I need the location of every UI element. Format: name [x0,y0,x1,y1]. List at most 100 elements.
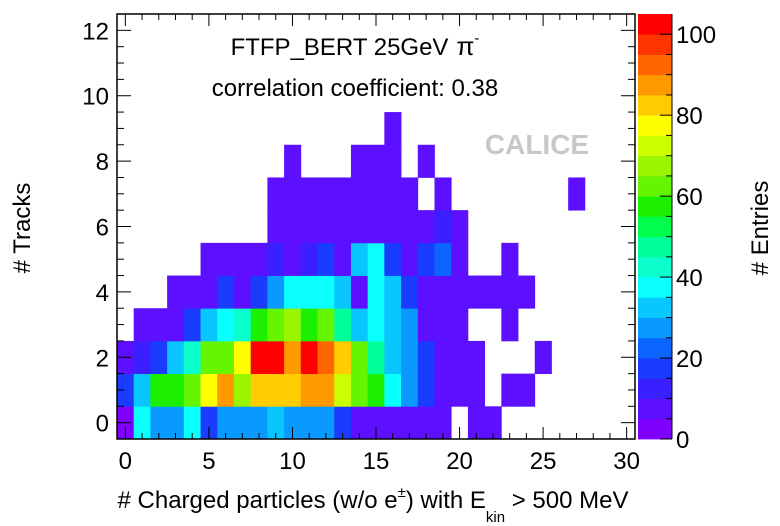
heatmap-cell [451,340,469,375]
heatmap-cell [350,144,369,178]
color-scale-band [638,297,672,318]
z-tick-label: 80 [676,103,703,130]
heatmap-cell [350,308,369,342]
heatmap-cell [384,144,402,178]
z-tick-label: 60 [676,184,703,211]
x-tick-label: 20 [446,448,473,475]
heatmap-cell [367,340,385,375]
heatmap-cell [284,242,302,276]
heatmap-cell [334,340,352,375]
heatmap-cell [518,275,536,309]
heatmap-cell [451,275,469,309]
heatmap-cell [384,308,402,342]
heatmap-cell [501,308,519,342]
heatmap-cell [434,177,452,211]
heatmap-cell [300,308,318,342]
y-tick-label: 6 [96,215,109,242]
heatmap-cell [284,177,302,211]
heatmap-cell [401,275,419,309]
heatmap-cell [117,373,135,407]
heatmap-cell [401,242,419,276]
heatmap-cell [417,275,435,309]
heatmap-cell [501,242,519,276]
heatmap-cell [200,406,218,440]
heatmap-cell [367,406,385,440]
heatmap-cell [350,373,369,407]
heatmap-cells [117,112,586,440]
heatmap-cell [467,275,486,309]
heatmap-cell [401,373,419,407]
heatmap-cell [167,308,185,342]
color-scale-axis: 0 20 40 60 80 100 [660,14,716,454]
heatmap-cell [317,308,335,342]
heatmap-cell [334,242,352,276]
z-tick-label: 100 [676,22,716,49]
heatmap-cell [434,373,452,407]
heatmap-cell [367,242,385,276]
heatmap-cell [217,406,235,440]
heatmap-cell [267,308,285,342]
heatmap-cell [267,373,285,407]
heatmap-cell [384,177,402,211]
heatmap-cell [284,340,302,375]
heatmap-cell [200,242,218,276]
color-scale-band [638,358,672,379]
chart-title: FTFP_BERT 25GeV π- [231,30,480,61]
x-tick-label: 5 [202,448,215,475]
heatmap-cell [250,242,268,276]
heatmap-cell [284,406,302,440]
y-tick-label: 2 [96,345,109,372]
heatmap-cell [434,275,452,309]
color-scale-band [638,418,672,440]
color-scale-band [638,135,672,157]
heatmap-cell [183,308,201,342]
color-scale-band [638,115,672,136]
heatmap-cell [451,242,469,276]
heatmap-cell [484,275,502,309]
heatmap-cell [284,275,302,309]
heatmap-cell [350,242,369,276]
heatmap-cell [434,242,452,276]
heatmap-cell [183,340,201,375]
x-axis: 0 5 10 15 20 25 30 [119,14,640,475]
heatmap-cell [451,210,469,244]
heatmap-cell [367,144,385,178]
heatmap-cell [501,275,519,309]
heatmap-cell [384,340,402,375]
heatmap-cell [250,406,268,440]
color-scale-band [638,196,672,217]
color-scale-band [638,337,672,359]
color-scale-band [638,14,672,35]
heatmap-cell [167,373,185,407]
x-axis-title: # Charged particles (w/o e±) with Ekin >… [118,484,629,526]
heatmap-cell [384,242,402,276]
heatmap-cell [300,210,318,244]
color-scale-band [638,155,672,177]
x-tick-label: 0 [119,448,132,475]
heatmap-cell [267,406,285,440]
color-scale-band [638,256,672,278]
heatmap-cell [217,340,235,375]
heatmap-cell [200,275,218,309]
heatmap-cell [417,144,435,178]
heatmap-cell [150,373,168,407]
heatmap-cell [133,406,151,440]
heatmap-cell [167,340,185,375]
calice-watermark: CALICE [485,129,589,160]
heatmap-cell [334,177,352,211]
heatmap-cell [167,406,185,440]
heatmap-cell [217,373,235,407]
heatmap-cell [350,406,369,440]
heatmap-cell [350,210,369,244]
heatmap-cell [300,340,318,375]
heatmap-cell [150,340,168,375]
heatmap-cell [334,275,352,309]
heatmap-cell [401,340,419,375]
y-tick-label: 12 [82,18,109,45]
heatmap-cell [350,340,369,375]
heatmap-cell [183,275,201,309]
heatmap-cell [250,373,268,407]
z-tick-label: 0 [676,427,689,454]
x-tick-label: 30 [613,448,640,475]
